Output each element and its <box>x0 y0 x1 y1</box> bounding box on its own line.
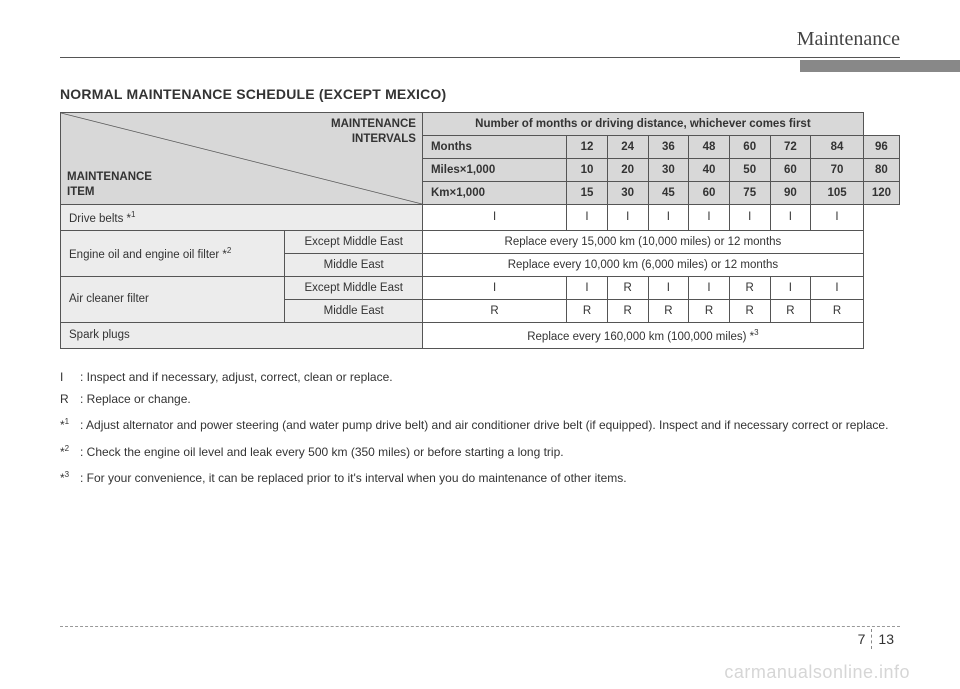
col-val: 15 <box>567 182 608 205</box>
cell: I <box>422 276 566 299</box>
cell: I <box>689 205 730 231</box>
cell: R <box>648 299 689 322</box>
legend: I : Inspect and if necessary, adjust, co… <box>60 367 900 489</box>
cell: I <box>770 276 811 299</box>
cell: R <box>689 299 730 322</box>
col-val: 120 <box>863 182 899 205</box>
chapter-number: 7 <box>852 629 873 649</box>
col-val: 36 <box>648 136 689 159</box>
span-cell: Replace every 15,000 km (10,000 miles) o… <box>422 230 863 253</box>
col-val: 80 <box>863 159 899 182</box>
col-val: 30 <box>607 182 648 205</box>
cell: I <box>422 205 566 231</box>
sub-label: Middle East <box>285 299 423 322</box>
col-val: 75 <box>729 182 770 205</box>
watermark: carmanualsonline.info <box>724 662 910 683</box>
cell: R <box>607 276 648 299</box>
item-label: Drive belts *1 <box>61 205 423 231</box>
row-label: Km×1,000 <box>422 182 566 205</box>
diagonal-header: MAINTENANCE INTERVALS MAINTENANCE ITEM <box>61 113 423 205</box>
col-val: 20 <box>607 159 648 182</box>
cell: I <box>567 276 608 299</box>
footnote-key: *2 <box>60 442 80 462</box>
row-label: Miles×1,000 <box>422 159 566 182</box>
section-title: Maintenance <box>797 28 900 50</box>
cell: I <box>811 205 864 231</box>
bottom-dash-line <box>60 626 900 627</box>
side-tab <box>800 60 960 72</box>
item-label: Engine oil and engine oil filter *2 <box>61 230 285 276</box>
col-val: 84 <box>811 136 864 159</box>
sub-label: Except Middle East <box>285 230 423 253</box>
footnote-text: : For your convenience, it can be replac… <box>80 468 900 488</box>
legend-text: : Replace or change. <box>80 389 900 409</box>
footnote-key: *1 <box>60 415 80 435</box>
cell: I <box>567 205 608 231</box>
header-rule <box>60 57 900 58</box>
col-val: 105 <box>811 182 864 205</box>
col-val: 60 <box>770 159 811 182</box>
col-val: 90 <box>770 182 811 205</box>
cell: I <box>729 205 770 231</box>
page-number: 7 13 <box>852 629 900 649</box>
top-header: Number of months or driving distance, wh… <box>422 113 863 136</box>
footnote-text: : Check the engine oil level and leak ev… <box>80 442 900 462</box>
item-label: Air cleaner filter <box>61 276 285 322</box>
cell: R <box>729 299 770 322</box>
col-val: 40 <box>689 159 730 182</box>
col-val: 12 <box>567 136 608 159</box>
col-val: 10 <box>567 159 608 182</box>
cell: R <box>811 299 864 322</box>
cell: I <box>811 276 864 299</box>
item-label: Spark plugs <box>61 322 423 348</box>
span-cell: Replace every 160,000 km (100,000 miles)… <box>422 322 863 348</box>
cell: R <box>567 299 608 322</box>
cell: I <box>648 276 689 299</box>
legend-key: I <box>60 367 80 387</box>
page-title: NORMAL MAINTENANCE SCHEDULE (EXCEPT MEXI… <box>60 86 900 102</box>
cell: I <box>770 205 811 231</box>
col-val: 24 <box>607 136 648 159</box>
cell: R <box>607 299 648 322</box>
sub-label: Except Middle East <box>285 276 423 299</box>
cell: R <box>729 276 770 299</box>
sub-label: Middle East <box>285 253 423 276</box>
cell: I <box>648 205 689 231</box>
schedule-table: MAINTENANCE INTERVALS MAINTENANCE ITEM N… <box>60 112 900 349</box>
footnote-text: : Adjust alternator and power steering (… <box>80 415 900 435</box>
col-val: 45 <box>648 182 689 205</box>
legend-text: : Inspect and if necessary, adjust, corr… <box>80 367 900 387</box>
cell: I <box>607 205 648 231</box>
col-val: 96 <box>863 136 899 159</box>
col-val: 30 <box>648 159 689 182</box>
diag-top-label: MAINTENANCE INTERVALS <box>331 117 416 147</box>
col-val: 60 <box>729 136 770 159</box>
col-val: 48 <box>689 136 730 159</box>
col-val: 50 <box>729 159 770 182</box>
col-val: 60 <box>689 182 730 205</box>
page-number-value: 13 <box>872 629 900 649</box>
col-val: 72 <box>770 136 811 159</box>
diag-bottom-label: MAINTENANCE ITEM <box>67 170 152 200</box>
legend-key: R <box>60 389 80 409</box>
cell: R <box>422 299 566 322</box>
span-cell: Replace every 10,000 km (6,000 miles) or… <box>422 253 863 276</box>
cell: R <box>770 299 811 322</box>
row-label: Months <box>422 136 566 159</box>
footnote-key: *3 <box>60 468 80 488</box>
cell: I <box>689 276 730 299</box>
col-val: 70 <box>811 159 864 182</box>
